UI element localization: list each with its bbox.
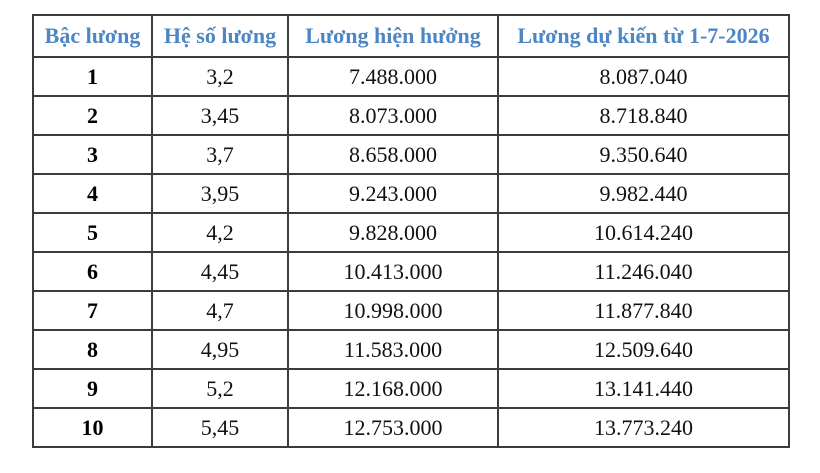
cell-coefficient: 4,45 xyxy=(151,251,289,292)
cell-projected-salary: 11.877.840 xyxy=(497,290,790,331)
table-row: 7 4,7 10.998.000 11.877.840 xyxy=(32,290,790,331)
cell-salary-level: 8 xyxy=(32,329,153,370)
cell-coefficient: 3,2 xyxy=(151,56,289,97)
table-row: 1 3,2 7.488.000 8.087.040 xyxy=(32,56,790,97)
table-row: 3 3,7 8.658.000 9.350.640 xyxy=(32,134,790,175)
cell-coefficient: 3,7 xyxy=(151,134,289,175)
cell-coefficient: 4,95 xyxy=(151,329,289,370)
table-row: 9 5,2 12.168.000 13.141.440 xyxy=(32,368,790,409)
cell-projected-salary: 8.087.040 xyxy=(497,56,790,97)
cell-coefficient: 3,45 xyxy=(151,95,289,136)
cell-projected-salary: 12.509.640 xyxy=(497,329,790,370)
column-header-luong-du-kien: Lương dự kiến từ 1-7-2026 xyxy=(497,14,790,58)
cell-current-salary: 8.073.000 xyxy=(287,95,499,136)
table-row: 5 4,2 9.828.000 10.614.240 xyxy=(32,212,790,253)
table-row: 8 4,95 11.583.000 12.509.640 xyxy=(32,329,790,370)
column-header-luong-hien-huong: Lương hiện hưởng xyxy=(287,14,499,58)
cell-salary-level: 1 xyxy=(32,56,153,97)
cell-projected-salary: 9.982.440 xyxy=(497,173,790,214)
cell-salary-level: 6 xyxy=(32,251,153,292)
cell-projected-salary: 11.246.040 xyxy=(497,251,790,292)
cell-current-salary: 7.488.000 xyxy=(287,56,499,97)
cell-coefficient: 4,2 xyxy=(151,212,289,253)
header-row: Bậc lương Hệ số lương Lương hiện hưởng L… xyxy=(32,14,790,58)
cell-projected-salary: 9.350.640 xyxy=(497,134,790,175)
cell-coefficient: 5,2 xyxy=(151,368,289,409)
cell-current-salary: 11.583.000 xyxy=(287,329,499,370)
table-row: 6 4,45 10.413.000 11.246.040 xyxy=(32,251,790,292)
cell-salary-level: 10 xyxy=(32,407,153,448)
cell-current-salary: 12.168.000 xyxy=(287,368,499,409)
cell-coefficient: 5,45 xyxy=(151,407,289,448)
cell-salary-level: 9 xyxy=(32,368,153,409)
table-row: 4 3,95 9.243.000 9.982.440 xyxy=(32,173,790,214)
column-header-he-so-luong: Hệ số lương xyxy=(151,14,289,58)
cell-current-salary: 10.998.000 xyxy=(287,290,499,331)
column-header-bac-luong: Bậc lương xyxy=(32,14,153,58)
table-row: 2 3,45 8.073.000 8.718.840 xyxy=(32,95,790,136)
table-body: 1 3,2 7.488.000 8.087.040 2 3,45 8.073.000 8.71… xyxy=(32,56,790,448)
cell-salary-level: 3 xyxy=(32,134,153,175)
cell-current-salary: 9.828.000 xyxy=(287,212,499,253)
cell-salary-level: 4 xyxy=(32,173,153,214)
cell-projected-salary: 13.141.440 xyxy=(497,368,790,409)
cell-salary-level: 5 xyxy=(32,212,153,253)
cell-current-salary: 12.753.000 xyxy=(287,407,499,448)
cell-current-salary: 8.658.000 xyxy=(287,134,499,175)
salary-table: Bậc lương Hệ số lương Lương hiện hưởng L… xyxy=(32,14,790,448)
cell-coefficient: 4,7 xyxy=(151,290,289,331)
cell-salary-level: 7 xyxy=(32,290,153,331)
cell-projected-salary: 13.773.240 xyxy=(497,407,790,448)
cell-current-salary: 9.243.000 xyxy=(287,173,499,214)
table-row: 10 5,45 12.753.000 13.773.240 xyxy=(32,407,790,448)
cell-projected-salary: 8.718.840 xyxy=(497,95,790,136)
cell-current-salary: 10.413.000 xyxy=(287,251,499,292)
cell-coefficient: 3,95 xyxy=(151,173,289,214)
cell-projected-salary: 10.614.240 xyxy=(497,212,790,253)
cell-salary-level: 2 xyxy=(32,95,153,136)
